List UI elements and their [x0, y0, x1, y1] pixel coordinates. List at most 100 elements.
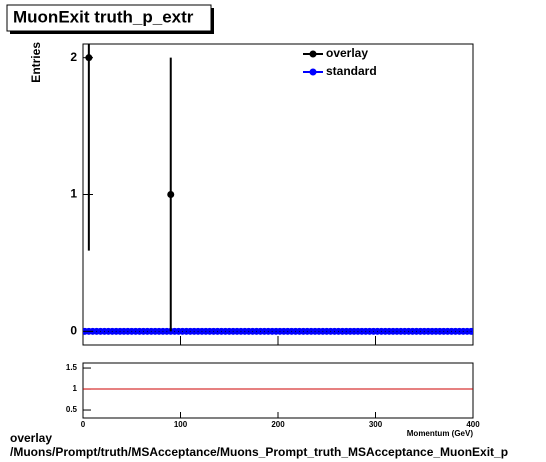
- point: [361, 330, 363, 332]
- point: [252, 330, 254, 332]
- point: [146, 330, 148, 332]
- point: [217, 330, 219, 332]
- point: [458, 330, 460, 332]
- point: [103, 330, 105, 332]
- point: [287, 330, 289, 332]
- point: [318, 330, 320, 332]
- y-tick-label: 1: [70, 187, 77, 201]
- point: [100, 330, 102, 332]
- point: [131, 330, 133, 332]
- point: [267, 330, 269, 332]
- x-tick-label: 200: [271, 420, 285, 429]
- point: [181, 330, 183, 332]
- point: [150, 330, 152, 332]
- x-tick-label: 300: [369, 420, 383, 429]
- point: [142, 330, 144, 332]
- point: [154, 330, 156, 332]
- point: [466, 330, 468, 332]
- footer-path: /Muons/Prompt/truth/MSAcceptance/Muons_P…: [10, 445, 508, 459]
- point: [295, 330, 297, 332]
- point: [224, 330, 226, 332]
- point: [439, 330, 441, 332]
- point: [248, 330, 250, 332]
- point: [174, 330, 176, 332]
- point: [310, 330, 312, 332]
- x-tick-label: 400: [466, 420, 480, 429]
- point: [326, 330, 328, 332]
- point: [158, 330, 160, 332]
- point: [443, 330, 445, 332]
- legend-marker: [309, 68, 317, 76]
- point: [427, 330, 429, 332]
- point: [111, 330, 113, 332]
- point: [115, 330, 117, 332]
- point: [178, 330, 180, 332]
- point: [423, 330, 425, 332]
- point: [357, 330, 359, 332]
- point: [279, 330, 281, 332]
- point: [341, 330, 343, 332]
- point: [189, 330, 191, 332]
- point: [380, 330, 382, 332]
- point: [166, 330, 168, 332]
- point: [365, 330, 367, 332]
- point: [419, 330, 421, 332]
- point: [384, 330, 386, 332]
- point: [162, 330, 164, 332]
- footer-label: overlay: [10, 431, 52, 445]
- point: [271, 330, 273, 332]
- legend-label: standard: [326, 64, 377, 78]
- plot-area: [83, 44, 473, 335]
- x-tick-label: 100: [174, 420, 188, 429]
- point: [373, 330, 375, 332]
- point: [240, 330, 242, 332]
- point: [330, 330, 332, 332]
- point: [167, 191, 175, 198]
- point: [322, 330, 324, 332]
- point: [139, 330, 141, 332]
- point: [404, 330, 406, 332]
- point: [209, 330, 211, 332]
- point: [314, 330, 316, 332]
- point: [349, 330, 351, 332]
- point: [415, 330, 417, 332]
- title: MuonExit truth_p_extr: [13, 7, 194, 26]
- point: [220, 330, 222, 332]
- point: [400, 330, 402, 332]
- point: [306, 330, 308, 332]
- point: [107, 330, 109, 332]
- point: [275, 330, 277, 332]
- point: [369, 330, 371, 332]
- y-tick-label: 2: [70, 50, 77, 64]
- point: [185, 330, 187, 332]
- point: [353, 330, 355, 332]
- point: [236, 330, 238, 332]
- point: [388, 330, 390, 332]
- point: [119, 330, 121, 332]
- point: [447, 330, 449, 332]
- point: [201, 330, 203, 332]
- point: [96, 330, 98, 332]
- y-tick-label: 0.5: [66, 405, 78, 414]
- point: [412, 330, 414, 332]
- x-tick-label: 0: [81, 420, 86, 429]
- point: [291, 330, 293, 332]
- legend-marker: [309, 50, 317, 58]
- point: [263, 330, 265, 332]
- x-axis-title: Momentum (GeV): [407, 429, 474, 438]
- point: [392, 330, 394, 332]
- point: [298, 330, 300, 332]
- point: [283, 330, 285, 332]
- point: [127, 330, 129, 332]
- point: [135, 330, 137, 332]
- y-tick-label: 1: [73, 384, 78, 393]
- y-tick-label: 1.5: [66, 363, 78, 372]
- point: [454, 330, 456, 332]
- title-box: [6, 4, 212, 32]
- point: [205, 330, 207, 332]
- point: [435, 330, 437, 332]
- point: [334, 330, 336, 332]
